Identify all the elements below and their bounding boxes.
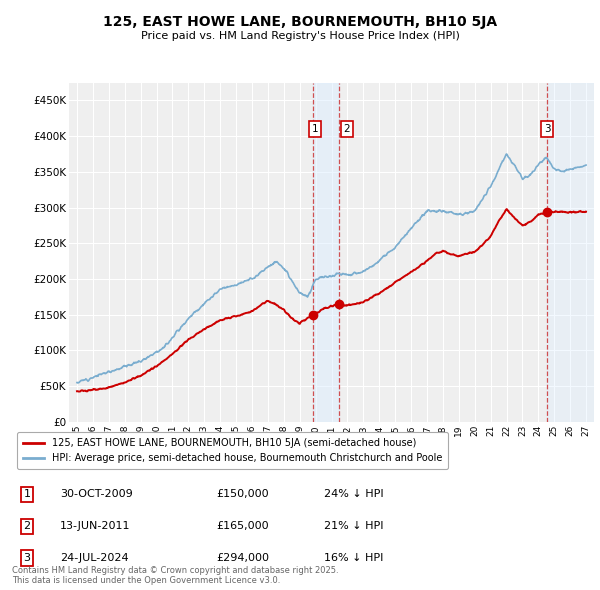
- Text: Price paid vs. HM Land Registry's House Price Index (HPI): Price paid vs. HM Land Registry's House …: [140, 31, 460, 41]
- Text: £294,000: £294,000: [216, 553, 269, 563]
- Bar: [547, 83, 594, 422]
- Text: 3: 3: [23, 553, 31, 563]
- Text: 24-JUL-2024: 24-JUL-2024: [60, 553, 128, 563]
- Text: 3: 3: [544, 124, 551, 134]
- Text: 13-JUN-2011: 13-JUN-2011: [60, 522, 131, 531]
- Text: 125, EAST HOWE LANE, BOURNEMOUTH, BH10 5JA: 125, EAST HOWE LANE, BOURNEMOUTH, BH10 5…: [103, 15, 497, 29]
- Text: 21% ↓ HPI: 21% ↓ HPI: [324, 522, 383, 531]
- Text: 2: 2: [343, 124, 350, 134]
- Text: Contains HM Land Registry data © Crown copyright and database right 2025.
This d: Contains HM Land Registry data © Crown c…: [12, 566, 338, 585]
- Text: 16% ↓ HPI: 16% ↓ HPI: [324, 553, 383, 563]
- Text: 24% ↓ HPI: 24% ↓ HPI: [324, 490, 383, 499]
- Legend: 125, EAST HOWE LANE, BOURNEMOUTH, BH10 5JA (semi-detached house), HPI: Average p: 125, EAST HOWE LANE, BOURNEMOUTH, BH10 5…: [17, 432, 448, 469]
- Text: 1: 1: [23, 490, 31, 499]
- Text: 30-OCT-2009: 30-OCT-2009: [60, 490, 133, 499]
- Text: £165,000: £165,000: [216, 522, 269, 531]
- Text: £150,000: £150,000: [216, 490, 269, 499]
- Text: 2: 2: [23, 522, 31, 531]
- Text: 1: 1: [312, 124, 319, 134]
- Bar: [313, 83, 338, 422]
